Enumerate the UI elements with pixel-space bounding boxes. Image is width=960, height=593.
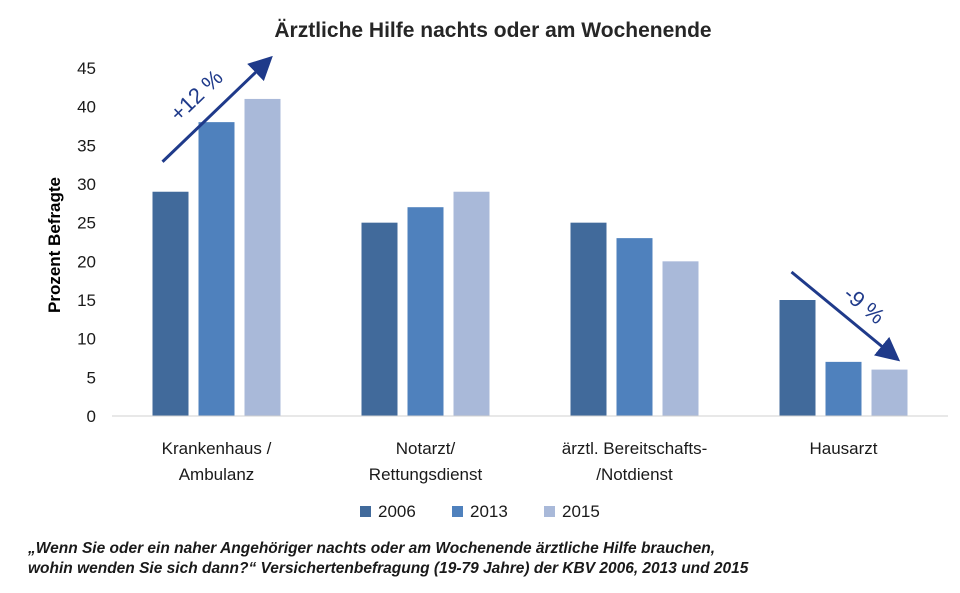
legend-swatch	[452, 506, 463, 517]
y-axis-ticks: 0 5 10 15 20 25 30 35 40 45	[77, 59, 96, 426]
legend-label: 2006	[378, 502, 416, 521]
legend-swatch	[544, 506, 555, 517]
survey-caption: „Wenn Sie oder ein naher Angehöriger nac…	[28, 539, 953, 579]
category-labels: Krankenhaus / Ambulanz Notarzt/Rettungsdie…	[162, 439, 878, 484]
trend-label: +12 %	[165, 65, 228, 127]
legend-label: 2015	[562, 502, 600, 521]
trend-arrow	[161, 55, 273, 163]
bar-2015	[453, 191, 490, 416]
category-label: ärztl. Bereitschafts-	[562, 439, 708, 458]
legend: 2006 2013 2015	[360, 502, 600, 521]
y-tick-label: 20	[77, 252, 96, 271]
bar-2013	[198, 122, 235, 416]
category-label: Hausarzt	[809, 439, 877, 458]
category-label: Krankenhaus /	[162, 439, 272, 458]
bar-2006	[152, 191, 189, 416]
y-tick-label: 10	[77, 330, 96, 349]
y-tick-label: 40	[77, 98, 96, 117]
y-tick-label: 35	[77, 136, 96, 155]
y-tick-label: 25	[77, 214, 96, 233]
category-label: /Notdienst	[596, 465, 673, 484]
y-tick-label: 45	[77, 59, 96, 78]
y-tick-label: 30	[77, 175, 96, 194]
legend-swatch	[360, 506, 371, 517]
bar-2015	[662, 261, 699, 416]
bar-2006	[570, 222, 607, 416]
category-label: Notarzt/	[396, 439, 456, 458]
bar-2015	[244, 98, 281, 416]
bar-chart: Ärztliche Hilfe nachts oder am Wochenend…	[45, 19, 948, 521]
y-tick-label: 0	[87, 407, 96, 426]
bars	[152, 98, 908, 416]
y-tick-label: 5	[87, 368, 96, 387]
trend-label: -9 %	[839, 281, 890, 329]
bar-2013	[616, 238, 653, 416]
bar-2013	[407, 207, 444, 416]
trend-arrow	[790, 270, 901, 362]
bar-2013	[825, 361, 862, 416]
legend-label: 2013	[470, 502, 508, 521]
category-label: Rettungsdienst	[369, 465, 483, 484]
y-tick-label: 15	[77, 291, 96, 310]
bar-2006	[361, 222, 398, 416]
bar-2015	[871, 369, 908, 416]
bar-2006	[779, 300, 816, 416]
caption-line-1: „Wenn Sie oder ein naher Angehöriger nac…	[28, 540, 716, 557]
chart-title: Ärztliche Hilfe nachts oder am Wochenend…	[274, 19, 711, 42]
caption-line-2: wohin wenden Sie sich dann?“ Versicherte…	[28, 560, 749, 577]
category-label: Ambulanz	[179, 465, 255, 484]
y-axis-label: Prozent Befragte	[45, 177, 64, 313]
